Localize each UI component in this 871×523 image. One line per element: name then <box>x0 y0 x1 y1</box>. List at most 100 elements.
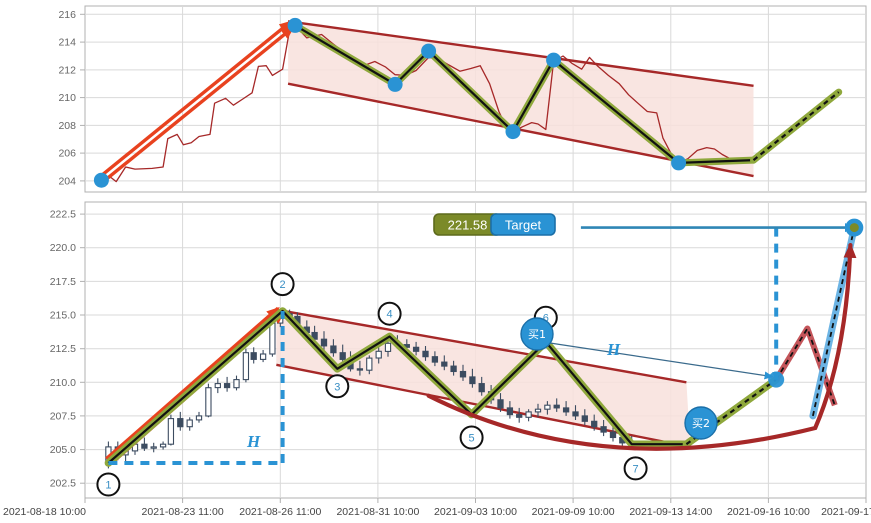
impulse-arrow-left <box>105 306 280 461</box>
candle-body <box>534 408 542 413</box>
red-zigzag <box>773 325 838 407</box>
wave-label-circle[interactable] <box>459 425 484 450</box>
candle-body <box>441 361 448 367</box>
y-tick-label: 204 <box>58 175 76 187</box>
wave-label-text: 4 <box>387 309 393 321</box>
candle-body <box>412 346 420 352</box>
y-tick-label: 215.0 <box>50 310 76 322</box>
target-point-core <box>849 223 859 233</box>
channel-fill <box>288 21 754 176</box>
buy2-marker[interactable]: 买2 <box>684 406 718 440</box>
y-tick-label: 222.5 <box>50 209 76 221</box>
entry-point-dot[interactable] <box>768 371 785 388</box>
buy1-marker[interactable]: 买1 <box>520 317 774 380</box>
candle-body <box>600 426 607 433</box>
measured-move-left <box>108 311 285 465</box>
candle-body <box>562 407 570 413</box>
wave-label-text: 3 <box>334 381 340 393</box>
wave-label-circle[interactable] <box>377 301 402 326</box>
candle-body <box>553 404 560 409</box>
target-label-badge-bg[interactable] <box>490 213 556 236</box>
x-tick-label: 2021-08-26 11:00 <box>239 506 321 518</box>
candle-body <box>431 356 439 363</box>
wave-label-circle[interactable] <box>270 272 295 297</box>
candle-body <box>516 414 523 418</box>
y-tick-label: 216 <box>58 9 76 21</box>
x-tick-label: 2021-09-09 10:00 <box>532 506 615 518</box>
candle-body <box>572 411 579 417</box>
pivot-dots-top <box>93 17 687 188</box>
candle-body <box>250 352 257 360</box>
projected-move-right <box>580 223 856 381</box>
h-label-left: H <box>246 432 261 451</box>
y-tick-label: 217.5 <box>50 276 76 288</box>
pivot-dot[interactable] <box>287 17 303 33</box>
key-point-markers[interactable] <box>768 218 864 388</box>
pivot-dot[interactable] <box>387 76 403 92</box>
candle-body <box>384 342 392 352</box>
impulse-arrow-upper <box>98 20 293 179</box>
x-tick-label: 2021-08-31 10:00 <box>336 506 419 518</box>
candle-body <box>581 415 588 422</box>
target-label-badge[interactable]: Target <box>490 213 556 236</box>
zigzag-top-projection[interactable] <box>750 88 843 164</box>
candle-body <box>186 419 193 428</box>
candle-body <box>591 420 598 428</box>
wave-label-text: 5 <box>469 433 475 445</box>
wave-labels[interactable]: 1 2 3 4 5 6 7 <box>96 272 648 497</box>
candle-body <box>609 431 617 439</box>
buy2-text: 买2 <box>692 417 710 430</box>
candle-body <box>356 368 364 371</box>
candle-body <box>320 338 328 347</box>
pivot-dot[interactable] <box>93 172 109 188</box>
pivot-dot[interactable] <box>505 124 521 140</box>
pivot-dot[interactable] <box>546 52 562 68</box>
candle-body <box>141 443 148 449</box>
candle-body <box>242 352 250 381</box>
curve-arrow[interactable] <box>426 242 857 451</box>
buy1-circle[interactable] <box>520 317 554 351</box>
buy1-text: 买1 <box>528 328 546 341</box>
wave-label-text: 2 <box>280 279 286 291</box>
wave-label-circle[interactable] <box>325 374 350 399</box>
wave-label-text: 6 <box>543 313 549 325</box>
x-tick-label: 2021-08-23 11:00 <box>142 506 224 518</box>
candle-body <box>159 443 167 448</box>
x-tick-label: 2021-09-13 14:00 <box>629 506 712 518</box>
impulse-arrow-top <box>98 20 295 185</box>
candle-body <box>177 418 184 428</box>
red-zigzag-core <box>775 327 836 406</box>
y-tick-label: 206 <box>58 148 76 160</box>
target-value-badge-text: 221.58 <box>448 218 488 233</box>
wave-label-circle[interactable] <box>623 456 648 481</box>
candle-body <box>269 322 276 355</box>
candle-body <box>339 352 346 360</box>
projection-arrow <box>809 224 858 420</box>
pivot-dot[interactable] <box>671 155 687 171</box>
projection-arrow-body <box>809 224 858 420</box>
candle-body <box>375 350 382 359</box>
candle-body <box>195 415 203 421</box>
candle-body <box>525 411 532 418</box>
candle-body <box>450 365 457 373</box>
h-label-right: H <box>606 340 621 359</box>
candle-body <box>223 383 231 389</box>
y-tick-label: 214 <box>58 37 76 49</box>
y-tick-label: 208 <box>58 120 76 132</box>
x-tick-label: 2021-09-17 16:00 <box>821 506 871 518</box>
candle-body <box>366 357 373 371</box>
curve-arrow-path <box>426 242 857 451</box>
zigzag-bottom-main[interactable] <box>104 307 691 467</box>
candle-body <box>233 379 240 389</box>
zigzag-core <box>107 309 687 464</box>
candle-body <box>478 383 485 393</box>
buy1-leader-line <box>549 342 774 380</box>
candle-body <box>506 407 514 416</box>
pivot-dot[interactable] <box>421 43 437 59</box>
candle-body <box>150 446 157 449</box>
wave-label-text: 1 <box>105 480 111 492</box>
buy2-circle[interactable] <box>684 406 718 440</box>
x-axis-labels: 2021-08-18 10:00 2021-08-23 11:00 2021-08-… <box>3 498 871 518</box>
wave-label-circle[interactable] <box>96 472 121 497</box>
